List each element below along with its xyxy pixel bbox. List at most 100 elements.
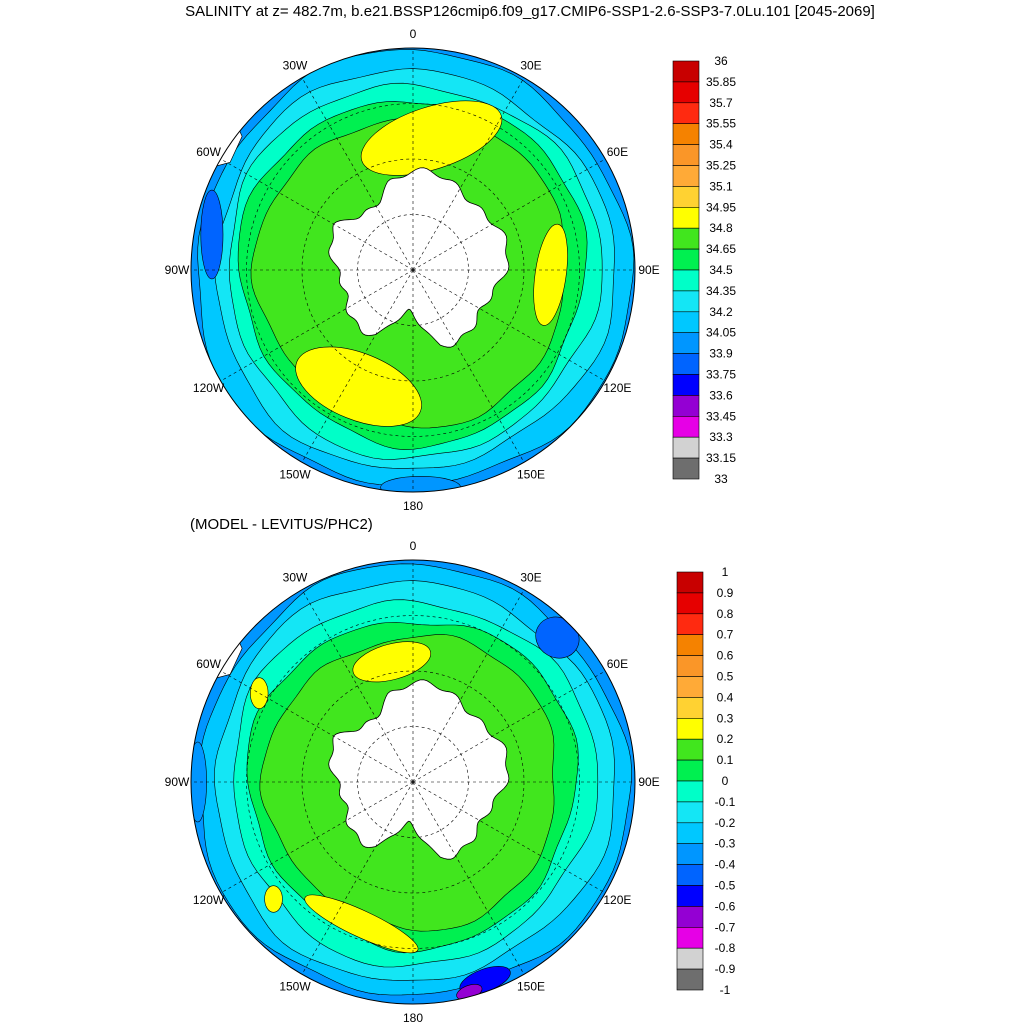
colorbar-swatch	[676, 801, 704, 824]
colorbar-swatch	[672, 81, 700, 104]
colorbar-tick-label: -0.8	[715, 941, 736, 955]
colorbar-swatch	[676, 738, 704, 761]
longitude-tick-label: 150W	[279, 979, 311, 993]
colorbar-swatch	[672, 311, 700, 333]
colorbar-tick-label: 35.55	[706, 117, 736, 131]
map-boundary	[190, 47, 636, 493]
meridian-gridline	[220, 158, 414, 271]
colorbar-tick-label: 0.4	[717, 690, 734, 704]
longitude-tick-label: 30W	[283, 59, 308, 73]
meridian-gridline	[301, 269, 414, 463]
longitude-tick-label: 120E	[603, 893, 631, 907]
figure-title: SALINITY at z= 482.7m, b.e21.BSSP126cmip…	[185, 3, 875, 20]
meridian-gridline	[412, 781, 525, 975]
colorbar-swatch	[676, 717, 704, 740]
colorbar-tick-label: 33.6	[709, 388, 733, 402]
polar-map-panel-2: 0 30E 60E 90E 120E 150E 180 150W 120W 90W 60W 30W 1 0…	[165, 539, 736, 1024]
colorbar-swatch	[676, 968, 704, 991]
colorbar-swatch	[676, 906, 704, 928]
longitude-tick-label: 60W	[196, 145, 221, 159]
latitude-gridline	[246, 615, 580, 949]
colorbar-swatch	[676, 613, 704, 635]
colorbar-swatch	[672, 207, 700, 229]
longitude-tick-label: 180	[403, 1011, 423, 1024]
colorbar-tick-label: 34.95	[706, 200, 736, 214]
longitude-tick-label: 150W	[279, 467, 311, 481]
colorbar-tick-label: -0.9	[715, 962, 736, 976]
colorbar-tick-label: 36	[714, 54, 728, 68]
colorbar-tick-label: -0.5	[715, 879, 736, 893]
polar-map-panel-1: 0 30E 60E 90E 120E 150E 180 150W 120W 90W 60W 30W 36…	[165, 27, 737, 513]
meridian-gridline	[412, 670, 606, 783]
colorbar-tick-label: 0.3	[717, 711, 734, 725]
contour-patch	[250, 677, 269, 710]
meridian-gridline	[220, 670, 414, 783]
longitude-tick-label: 150E	[517, 467, 545, 481]
meridian-gridline	[301, 589, 414, 783]
colorbar-tick-label: 34.2	[709, 305, 733, 319]
colorbar-swatch	[676, 885, 704, 907]
map-boundary	[190, 559, 636, 1005]
colorbar-swatch	[676, 592, 704, 615]
longitude-tick-label: 60W	[196, 657, 221, 671]
colorbar-swatch	[672, 269, 700, 292]
meridian-gridline	[220, 781, 414, 894]
colorbar-tick-label: 0.7	[717, 628, 734, 642]
longitude-tick-label: 30E	[520, 59, 541, 73]
colorbar-tick-label: 0.2	[717, 732, 734, 746]
colorbar-tick-label: 0.5	[717, 670, 734, 684]
colorbar-swatch	[672, 123, 700, 145]
colorbar-tick-label: 35.25	[706, 159, 736, 173]
colorbar-tick-label: 0.8	[717, 607, 734, 621]
meridian-gridline	[412, 269, 525, 463]
colorbar-swatch	[672, 290, 700, 313]
longitude-tick-label: 0	[410, 27, 417, 41]
colorbar-tick-label: 33	[714, 472, 728, 486]
longitude-tick-label: 120W	[193, 893, 225, 907]
colorbar-swatch	[672, 144, 700, 166]
meridian-gridline	[412, 77, 525, 271]
colorbar-swatch	[676, 947, 704, 970]
colorbar-swatch	[672, 415, 700, 438]
longitude-tick-label: 30E	[520, 571, 541, 585]
contour-patch	[380, 475, 461, 492]
colorbar-swatch	[672, 436, 700, 459]
contour-patch	[295, 346, 422, 427]
longitude-tick-label: 90W	[165, 263, 190, 277]
longitude-tick-label: 120W	[193, 381, 225, 395]
contour-patch	[304, 894, 419, 954]
colorbar-swatch	[676, 655, 704, 677]
meridian-gridline	[412, 781, 606, 894]
colorbar-swatch	[676, 634, 704, 656]
colorbar-swatch	[672, 227, 700, 250]
colorbar-tick-label: 34.65	[706, 242, 736, 256]
colorbar-tick-label: -1	[720, 983, 731, 997]
meridian-gridline	[301, 781, 414, 975]
colorbar-tick-label: 0.1	[717, 753, 734, 767]
colorbar-swatch	[672, 395, 700, 417]
colorbar-tick-label: 33.9	[709, 347, 733, 361]
colorbar-tick-label: 35.85	[706, 75, 736, 89]
longitude-tick-label: 180	[403, 499, 423, 513]
longitude-tick-label: 60E	[607, 145, 628, 159]
colorbar-swatch	[672, 102, 700, 125]
colorbar-tick-label: -0.4	[715, 858, 736, 872]
colorbar-tick-label: -0.6	[715, 899, 736, 913]
colorbar-swatch	[676, 822, 704, 844]
colorbar-swatch	[672, 186, 700, 208]
colorbar-swatch	[672, 60, 700, 83]
colorbar-tick-label: -0.2	[715, 816, 736, 830]
colorbar-tick-label: 35.1	[709, 179, 733, 193]
colorbar-swatch	[676, 676, 704, 698]
colorbar-tick-label: 35.7	[709, 96, 733, 110]
colorbar-swatch	[672, 353, 700, 375]
contour-patch	[533, 223, 568, 326]
meridian-gridline	[220, 269, 414, 382]
meridian-gridline	[412, 158, 606, 271]
contour-patch	[360, 100, 503, 176]
contour-patch	[352, 641, 432, 683]
difference-subtitle: (MODEL - LEVITUS/PHC2)	[190, 516, 373, 533]
colorbar-swatch	[672, 332, 700, 354]
colorbar-tick-label: 0	[722, 774, 729, 788]
